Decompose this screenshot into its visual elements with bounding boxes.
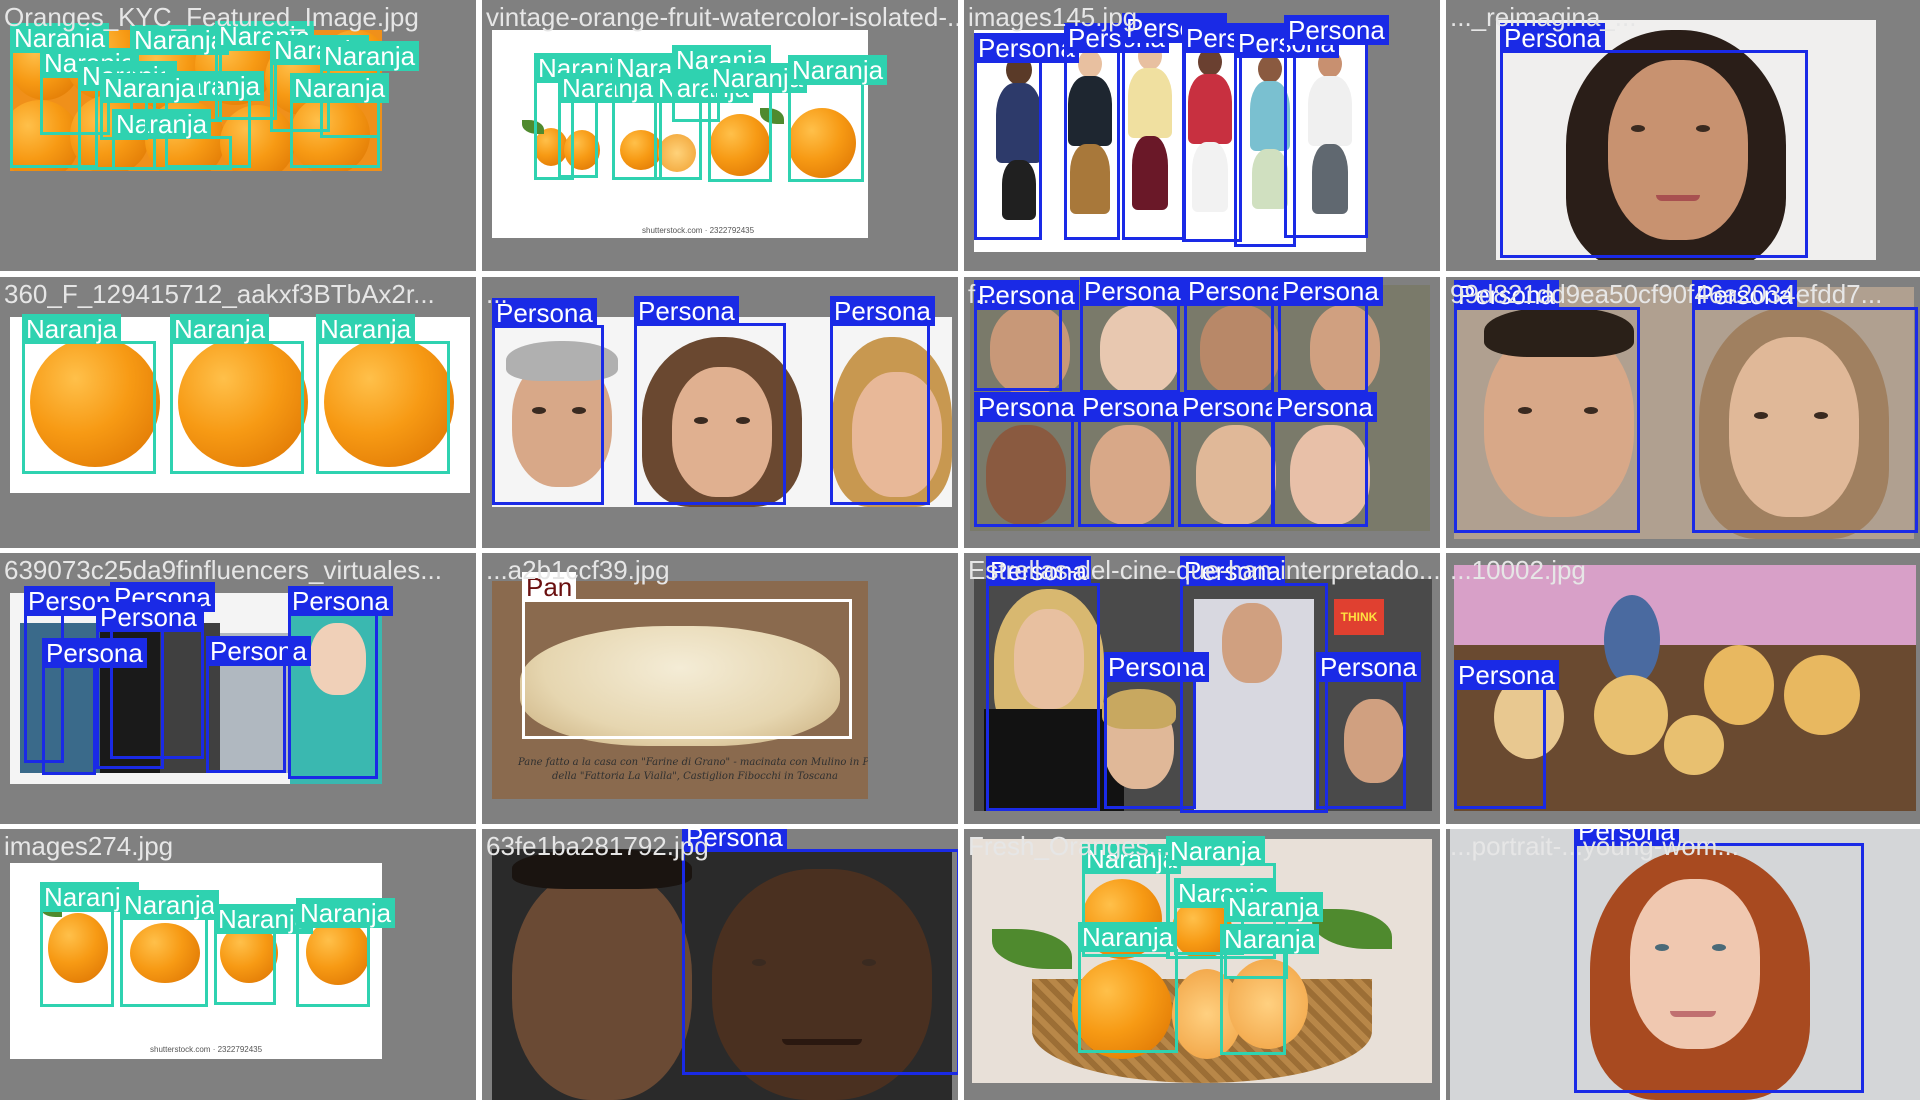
bbox-naranja: Naranja	[214, 904, 314, 1005]
tile-16: ...portrait-...young-wom... Persona	[1446, 829, 1920, 1100]
bbox-naranja: Naranja	[788, 55, 888, 182]
bbox-naranja: Naranja	[316, 314, 450, 474]
bbox-persona: Persona	[96, 602, 201, 769]
bbox-persona: Persona	[682, 829, 958, 1075]
tile-5: 360_F_129415712_aakxf3BTbAx2r... Naranja…	[0, 277, 476, 548]
caption-line-1: Pane fatto a la casa con "Farine di Gran…	[518, 757, 868, 768]
bbox-naranja: Naranja	[170, 314, 304, 474]
watermark: shutterstock.com · 2322792435	[642, 226, 755, 235]
poster-think: THINK	[1334, 599, 1384, 635]
bbox-naranja: Naranja	[1166, 836, 1276, 959]
bread-image: Pane fatto a la casa con "Farine di Gran…	[492, 581, 868, 799]
bbox-persona: Persona	[1064, 23, 1169, 240]
bbox-persona: Persona	[1574, 829, 1864, 1093]
tile-15: Fresh_Oranges... Naranja Naranja Naranja…	[964, 829, 1440, 1100]
bbox-persona: Persona	[830, 296, 935, 505]
bbox-persona: Persona	[288, 586, 393, 779]
bbox-persona: Persona	[1454, 660, 1559, 809]
bbox-naranja: Naranja	[1082, 844, 1182, 957]
portrait-image	[1496, 20, 1876, 260]
bbox-persona: Persona	[1454, 280, 1640, 533]
bbox-naranja: Naranja	[22, 314, 156, 474]
bbox-persona: Persona	[206, 636, 311, 773]
tile-10: Pane fatto a la casa con "Farine di Gran…	[482, 553, 958, 824]
filename: ..._reimagina_...	[1450, 2, 1637, 32]
bbox-persona: Persona	[634, 296, 786, 505]
young-woman-portrait-image	[1450, 829, 1920, 1100]
tile-13: shutterstock.com · 2322792435 images274.…	[0, 829, 476, 1100]
bbox-persona: Persona	[1500, 23, 1808, 258]
bbox-naranja: Naranja	[1078, 922, 1178, 1053]
bbox-naranja: Naranja	[40, 882, 140, 1007]
bbox-naranja: Naranja	[112, 109, 232, 170]
tile-14: 63fe1ba281792.jpg Persona	[482, 829, 958, 1100]
tile-8: 99d821dd9ea50cf90f46a2034efdd7... Person…	[1446, 277, 1920, 548]
bbox-naranja: Naranja	[1220, 924, 1320, 1055]
bbox-persona: Persona	[1272, 392, 1377, 527]
two-faces-image	[1454, 287, 1914, 539]
simpsons-image	[1454, 565, 1916, 811]
tile-7: f... Persona Persona Persona Persona Per…	[964, 277, 1440, 548]
tile-3: images145.jpg Persona Persona Persona Pe…	[964, 0, 1440, 271]
filename: f...	[968, 279, 997, 309]
bbox-persona: Persona	[1180, 556, 1328, 813]
three-oranges-image	[10, 317, 470, 493]
watermark: shutterstock.com · 2322792435	[150, 1045, 263, 1054]
filename: 639073c25da9finfluencers_virtuales...	[4, 555, 442, 585]
tile-6: ... Persona Persona Persona	[482, 277, 958, 548]
filename: 63fe1ba281792.jpg	[486, 831, 709, 861]
filename: images145.jpg	[968, 2, 1138, 32]
bbox-persona: Persona	[974, 33, 1079, 240]
tile-1: Oranges_KYC_Featured_Image.jpg Naranja N…	[0, 0, 476, 271]
filename: ...a2b1ccf39.jpg	[486, 555, 670, 585]
filename: ...portrait-...young-wom...	[1450, 831, 1739, 861]
bbox-persona: Persona	[986, 556, 1100, 811]
tile-2: shutterstock.com · 2322792435 vintage-or…	[482, 0, 958, 271]
bbox-naranja: Naranja	[215, 21, 315, 120]
filename: vintage-orange-fruit-watercolor-isolated…	[486, 2, 958, 32]
bbox-naranja: Naranja	[130, 25, 230, 122]
bbox-pan: Pan	[522, 572, 852, 739]
tile-9: 639073c25da9finfluencers_virtuales... Pe…	[0, 553, 476, 824]
filename: 360_F_129415712_aakxf3BTbAx2r...	[4, 279, 435, 309]
bbox-naranja: Naranja	[120, 890, 220, 1007]
bbox-persona: Persona	[1316, 652, 1421, 809]
bbox-persona: Persona	[1184, 277, 1289, 393]
bbox-naranja: Naranja	[100, 73, 200, 140]
bbox-persona: Persona	[1078, 392, 1183, 527]
filename: ...10002.jpg	[1450, 555, 1586, 585]
bbox-persona: Persona	[974, 392, 1079, 527]
filename: 99d821dd9ea50cf90f46a2034efdd7...	[1450, 279, 1883, 309]
bbox-persona: Persona	[1122, 13, 1227, 240]
tile-11: THINK Estrellas-del-cine-que-han-interpr…	[964, 553, 1440, 824]
bbox-naranja: Naranja	[320, 41, 420, 138]
movie-stars-image: THINK	[974, 579, 1432, 811]
bbox-persona: Persona	[1692, 280, 1918, 533]
bbox-persona: Persona	[1278, 277, 1383, 393]
bbox-persona: Persona	[42, 638, 147, 775]
filename: Oranges_KYC_Featured_Image.jpg	[4, 2, 419, 32]
bbox-persona: Persona	[1284, 15, 1389, 238]
bbox-persona: Persona	[1080, 277, 1185, 393]
filename: Estrellas-del-cine-que-han-interpretado.…	[968, 555, 1440, 585]
filename: images274.jpg	[4, 831, 174, 861]
bbox-persona: Persona	[492, 298, 604, 505]
tile-4: ..._reimagina_... Persona	[1446, 0, 1920, 271]
bbox-naranja: Naranja	[296, 898, 396, 1007]
bbox-persona: Persona	[1182, 23, 1287, 242]
bbox-naranja: Naranja	[290, 73, 390, 168]
bbox-persona: Persona	[1104, 652, 1209, 809]
bbox-naranja: Naranja	[558, 73, 658, 178]
two-men-image	[492, 849, 952, 1100]
caption-line-2: della "Fattoria La Vialla", Castiglion F…	[552, 771, 838, 782]
tile-12: ...10002.jpg Persona	[1446, 553, 1920, 824]
bbox-persona: Persona	[974, 280, 1079, 391]
faces-image	[492, 317, 952, 507]
bbox-naranja: Naranja	[708, 63, 808, 182]
filename: ...	[486, 279, 508, 309]
bbox-persona: Persona	[1178, 392, 1283, 527]
filename: Fresh_Oranges...	[968, 831, 1171, 861]
